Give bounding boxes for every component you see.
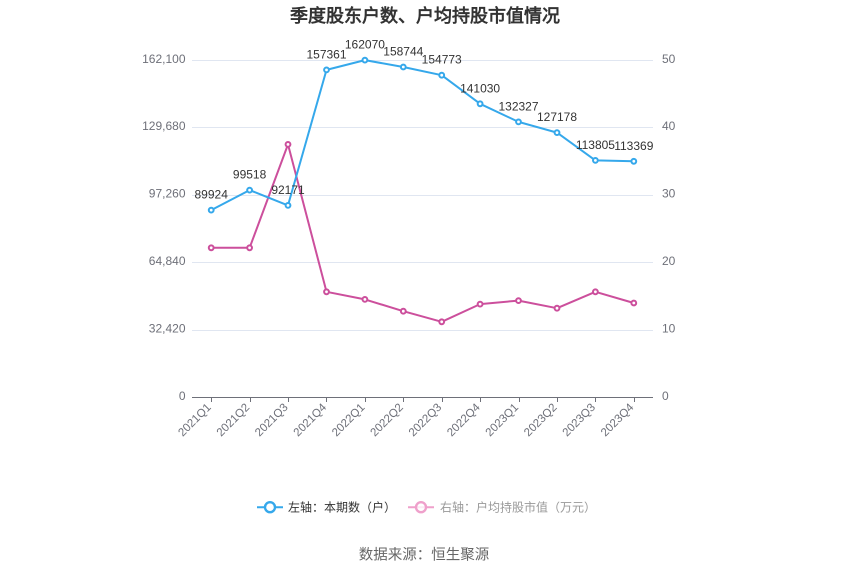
svg-text:157361: 157361 [306, 47, 346, 61]
svg-text:40: 40 [662, 119, 676, 133]
svg-text:162,100: 162,100 [142, 52, 186, 66]
svg-text:97,260: 97,260 [149, 187, 186, 201]
svg-text:132327: 132327 [498, 99, 538, 113]
svg-text:92171: 92171 [271, 183, 305, 197]
svg-text:20: 20 [662, 254, 676, 268]
svg-text:113369: 113369 [614, 139, 653, 153]
svg-text:数据来源：恒生聚源: 数据来源：恒生聚源 [359, 547, 490, 564]
svg-text:141030: 141030 [460, 81, 500, 95]
svg-text:季度股东户数、户均持股市值情况: 季度股东户数、户均持股市值情况 [290, 5, 560, 26]
svg-text:0: 0 [662, 389, 669, 403]
svg-text:89924: 89924 [195, 188, 229, 202]
svg-text:右轴：户均持股市值（万元）: 右轴：户均持股市值（万元） [440, 500, 596, 515]
svg-text:162070: 162070 [345, 38, 385, 52]
svg-text:10: 10 [662, 321, 676, 335]
svg-text:64,840: 64,840 [149, 254, 186, 268]
svg-text:左轴：本期数（户）: 左轴：本期数（户） [288, 500, 396, 515]
svg-text:32,420: 32,420 [149, 321, 186, 335]
svg-text:0: 0 [179, 389, 186, 403]
svg-text:50: 50 [662, 52, 676, 66]
svg-text:129,680: 129,680 [142, 119, 186, 133]
svg-text:158744: 158744 [383, 45, 423, 59]
svg-text:154773: 154773 [422, 53, 462, 67]
svg-text:30: 30 [662, 187, 676, 201]
svg-text:99518: 99518 [233, 168, 267, 182]
svg-text:113805: 113805 [576, 138, 615, 152]
svg-text:127178: 127178 [537, 110, 577, 124]
